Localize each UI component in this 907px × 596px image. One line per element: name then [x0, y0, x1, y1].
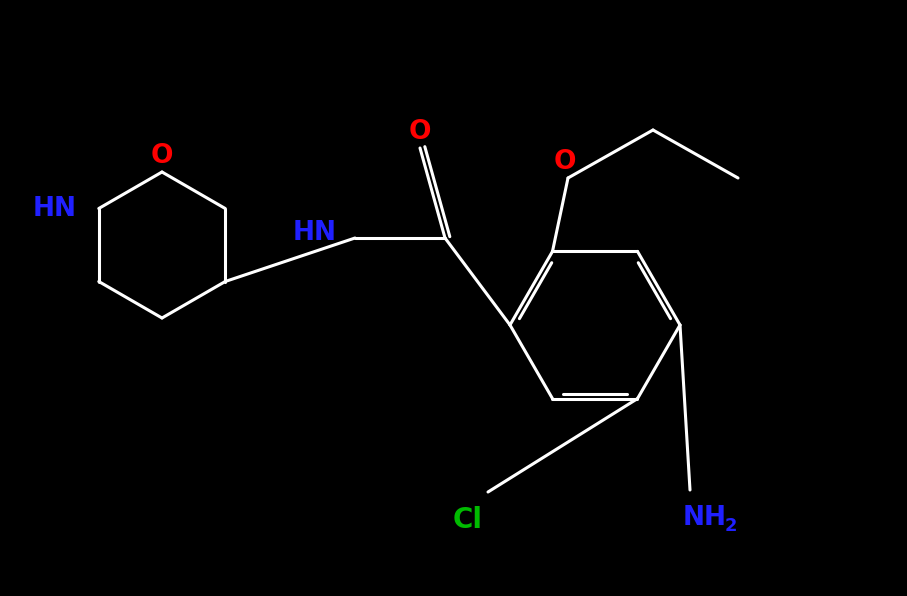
Text: O: O: [151, 143, 173, 169]
Text: 2: 2: [725, 517, 737, 535]
Text: O: O: [554, 149, 576, 175]
Text: NH: NH: [683, 505, 727, 531]
Text: Cl: Cl: [453, 506, 483, 534]
Text: HN: HN: [293, 220, 337, 246]
Text: O: O: [409, 119, 431, 145]
Text: HN: HN: [33, 195, 77, 222]
